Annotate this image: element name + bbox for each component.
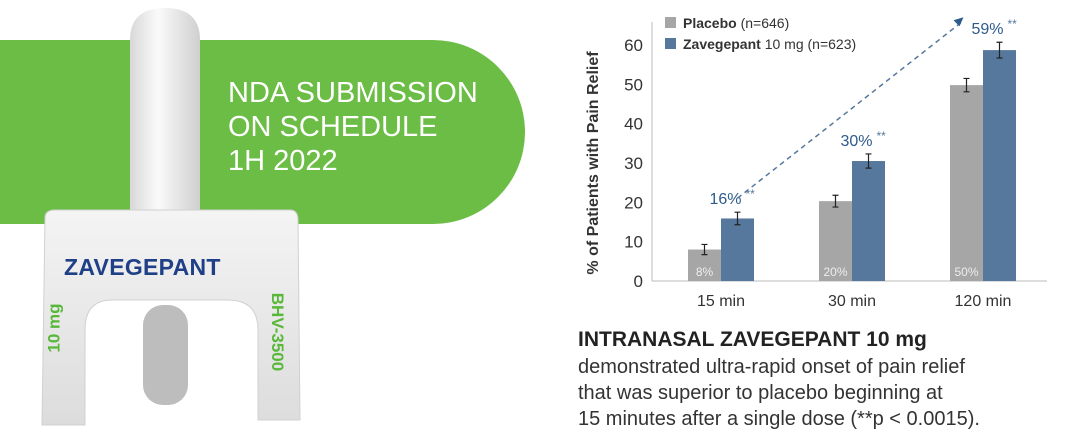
x-tick-label: 120 min	[955, 293, 1012, 310]
device-dose-label: 10 mg	[44, 303, 64, 353]
trend-arrow-line	[737, 21, 962, 199]
error-bar	[832, 194, 839, 208]
announcement-banner	[0, 40, 525, 224]
pain-relief-chart: 0 10 20 30 40 50 60 % of Patients with Pain Rel…	[585, 15, 1047, 310]
bar-zavegepant	[721, 218, 754, 281]
legend-swatch	[665, 38, 676, 49]
banner-text: NDA SUBMISSION ON SCHEDULE 1H 2022	[228, 76, 478, 178]
bar-placebo	[819, 201, 852, 281]
banner-line: ON SCHEDULE	[228, 111, 438, 143]
device-brand-label: ZAVEGEPANT	[64, 254, 221, 280]
nasal-spray-device-image	[41, 8, 301, 426]
bar-data-label: 8%	[696, 265, 714, 279]
error-bar	[734, 211, 741, 226]
y-tick-label: 60	[624, 36, 643, 55]
error-bar	[996, 41, 1003, 59]
legend-swatch	[665, 17, 676, 28]
caption-line: that was superior to placebo beginning a…	[578, 382, 943, 404]
significance-mark: **	[1008, 17, 1018, 31]
x-tick-label: 30 min	[828, 293, 876, 310]
y-tick-label: 30	[624, 154, 643, 173]
x-tick-label: 15 min	[697, 293, 745, 310]
bar-zavegepant	[852, 161, 885, 281]
banner-line: NDA SUBMISSION	[228, 77, 478, 109]
y-tick-label: 50	[624, 75, 643, 94]
bar-data-label: 59%	[971, 21, 1003, 38]
y-tick-label: 10	[624, 233, 643, 252]
legend-label: Zavegepant 10 mg (n=623)	[683, 36, 856, 52]
bar-data-label: 50%	[954, 265, 978, 279]
bar-data-label: 16%	[709, 191, 741, 208]
significance-mark: **	[877, 129, 887, 143]
y-tick-label: 20	[624, 193, 643, 212]
caption-line: 15 minutes after a single dose (**p < 0.…	[578, 408, 980, 430]
y-tick-label: 0	[634, 272, 643, 291]
y-axis-label: % of Patients with Pain Relief	[585, 51, 602, 275]
bar-data-label: 30%	[840, 133, 872, 150]
error-bar	[701, 243, 708, 256]
error-bar	[963, 77, 970, 93]
device-code-label: BHV-3500	[268, 292, 288, 372]
caption-line: demonstrated ultra-rapid onset of pain r…	[578, 356, 965, 378]
legend-label: Placebo (n=646)	[683, 15, 789, 31]
bar-placebo	[950, 85, 983, 282]
y-tick-label: 40	[624, 115, 643, 134]
trend-arrow-head	[953, 17, 964, 27]
error-bar	[865, 153, 872, 169]
banner-line: 1H 2022	[228, 145, 338, 177]
bar-data-label: 20%	[823, 265, 847, 279]
significance-mark: **	[746, 187, 756, 201]
caption-title: INTRANASAL ZAVEGEPANT 10 mg	[578, 328, 927, 351]
bar-zavegepant	[983, 50, 1016, 281]
